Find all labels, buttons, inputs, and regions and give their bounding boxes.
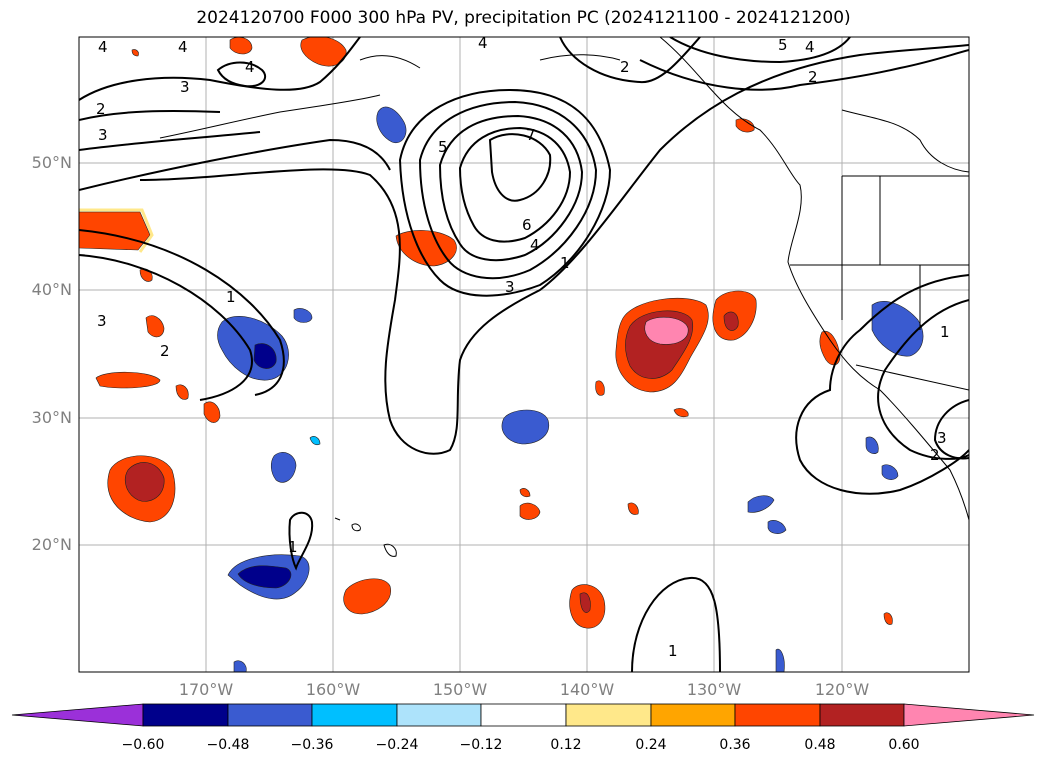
contour-label: 3 [937, 429, 947, 447]
colorbar-segment [311, 703, 398, 727]
contour-label: 3 [505, 278, 515, 296]
lon-label: 140°W [559, 680, 615, 699]
colorbar-segment [480, 703, 567, 727]
precip-anomaly-fill [79, 37, 924, 672]
colorbar-tick-label: −0.60 [121, 737, 165, 753]
colorbar-segment [819, 703, 905, 727]
contour-label: 2 [930, 446, 940, 464]
pv-contours [79, 37, 969, 672]
contour-label: 2 [160, 342, 170, 360]
contour-label: 7 [526, 126, 536, 144]
colorbar-tick-label: −0.12 [459, 737, 503, 753]
map-title: 2024120700 F000 300 hPa PV, precipitatio… [196, 8, 851, 28]
colorbar-tick-label: −0.24 [375, 737, 419, 753]
colorbar-tick-label: 0.36 [719, 737, 751, 753]
contour-label: 4 [178, 38, 188, 56]
contour-label: 1 [668, 642, 678, 660]
contour-label: 1 [226, 288, 236, 306]
contour-label: 5 [438, 138, 448, 156]
contour-label: 3 [97, 312, 107, 330]
colorbar-tick-label: −0.36 [290, 737, 334, 753]
contour-label: 4 [98, 38, 108, 56]
colorbar-tick-label: 0.24 [635, 737, 667, 753]
contour-label: 2 [96, 100, 106, 118]
lon-label: 130°W [686, 680, 742, 699]
colorbar-segment [227, 703, 313, 727]
colorbar-tick-label: 0.48 [804, 737, 836, 753]
colorbar-segment [650, 703, 736, 727]
coastlines [159, 37, 969, 557]
colorbar-tick-label: 0.12 [550, 737, 582, 753]
map-frame [78, 36, 970, 673]
contour-labels: 4 4 4 4 3 2 3 2 5 4 2 5 7 6 4 3 1 1 3 2 … [96, 34, 950, 660]
colorbar-extend-high [903, 703, 1035, 727]
contour-label: 2 [620, 58, 630, 76]
colorbar-tick-label: −0.48 [206, 737, 250, 753]
colorbar-tick-label: 0.60 [888, 737, 920, 753]
colorbar-extend-low [11, 703, 144, 727]
contour-label: 4 [245, 58, 255, 76]
lon-label: 170°W [178, 680, 234, 699]
lat-label: 40°N [31, 280, 72, 299]
colorbar-segment [734, 703, 821, 727]
contour-label: 5 [778, 36, 788, 54]
lon-label: 120°W [814, 680, 870, 699]
lat-label: 20°N [31, 535, 72, 554]
lat-label: 30°N [31, 408, 72, 427]
contour-label: 6 [522, 216, 532, 234]
contour-label: 4 [805, 38, 815, 56]
lon-label: 160°W [305, 680, 361, 699]
colorbar [11, 703, 1035, 727]
colorbar-segment [396, 703, 482, 727]
lat-label: 50°N [31, 153, 72, 172]
contour-label: 4 [530, 236, 540, 254]
contour-label: 4 [478, 34, 488, 52]
contour-label: 1 [940, 323, 950, 341]
contour-label: 3 [98, 126, 108, 144]
contour-label: 3 [180, 78, 190, 96]
contour-label: 2 [808, 68, 818, 86]
colorbar-segment [565, 703, 652, 727]
contour-label: 1 [560, 254, 570, 272]
contour-label: 1 [288, 538, 298, 556]
lon-label: 150°W [432, 680, 488, 699]
colorbar-segment [142, 703, 229, 727]
